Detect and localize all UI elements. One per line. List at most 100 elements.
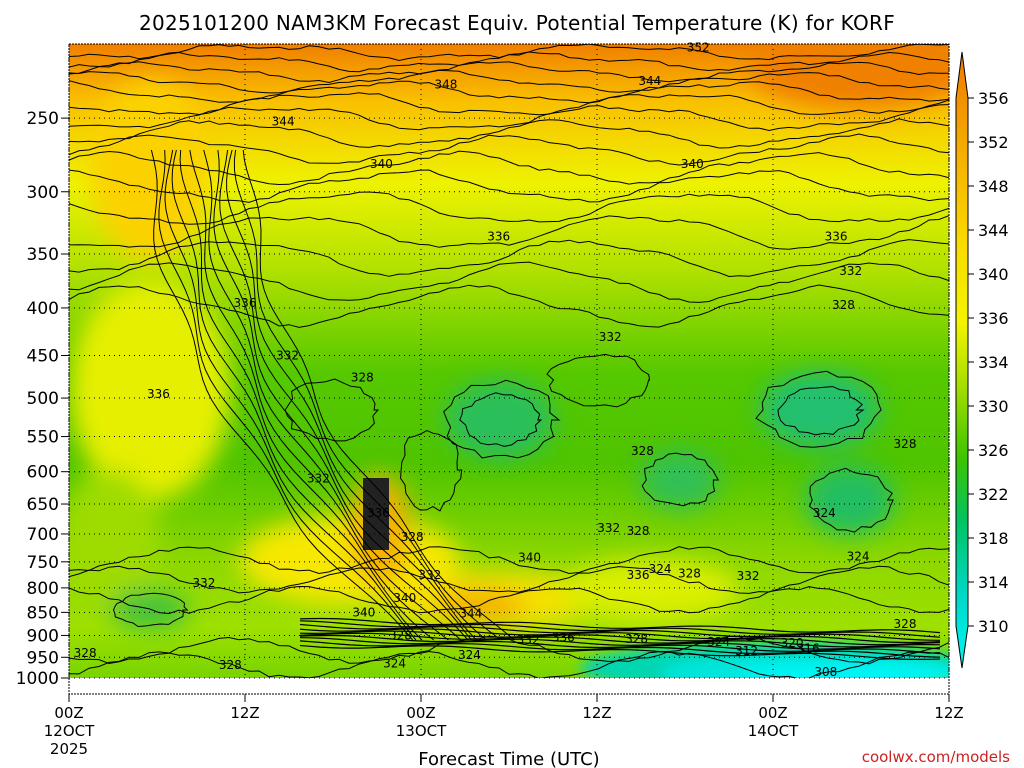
contour-label: 328 — [631, 444, 654, 458]
credit-text: coolwx.com/models — [862, 748, 1010, 766]
contour-label: 328 — [894, 437, 917, 451]
contour-label: 324 — [847, 549, 870, 563]
contour-label: 332 — [307, 471, 330, 485]
contour-line-inversion — [299, 634, 941, 650]
y-tick-label: 1000 — [16, 669, 59, 689]
y-tick-label: 350 — [27, 245, 59, 265]
y-tick-label: 300 — [27, 183, 59, 203]
contour-line-lower — [69, 635, 949, 665]
contour-label: 328 — [832, 298, 855, 312]
contour-line-upper — [69, 261, 949, 303]
x-tick-label: 12Z — [934, 704, 963, 722]
y-tick-label: 600 — [27, 463, 59, 483]
contour-line-inversion — [299, 640, 941, 658]
contour-label: 332 — [737, 569, 760, 583]
contour-label: 312 — [735, 644, 758, 658]
contour-loop — [112, 592, 189, 628]
contour-label: 344 — [638, 74, 661, 88]
contour-label: 332 — [418, 568, 441, 582]
contour-label: 328 — [401, 530, 424, 544]
contour-line-inversion — [299, 620, 941, 638]
y-tick-label: 500 — [27, 389, 59, 409]
contour-loop — [808, 467, 894, 533]
contour-loop — [641, 452, 720, 507]
contour-line-inversion — [299, 632, 941, 648]
contour-label: 332 — [597, 521, 620, 535]
contour-line-lower — [69, 585, 949, 615]
x-tick-date: 14OCT — [748, 722, 799, 740]
contour-label: 332 — [839, 264, 862, 278]
contour-label: 340 — [352, 605, 375, 619]
y-tick-label: 800 — [27, 579, 59, 599]
colorbar-tick-label: 344 — [978, 221, 1009, 240]
blob-mid-teal-2 — [760, 372, 880, 448]
colorbar-tick-label: 330 — [978, 397, 1009, 416]
contour-label: 324 — [649, 562, 672, 576]
contour-label: 348 — [434, 77, 457, 91]
x-tick-label: 12Z — [582, 704, 611, 722]
colorbar-tick-label: 356 — [978, 89, 1009, 108]
contour-label: 324 — [707, 635, 730, 649]
contour-line-inversion — [299, 644, 941, 660]
contour-label: 340 — [393, 591, 416, 605]
contour-label: 352 — [687, 41, 710, 55]
contour-label: 336 — [234, 296, 257, 310]
blob-left-mid-green — [69, 470, 160, 610]
contour-line-frontal — [171, 149, 435, 641]
colorbar-ticks: 356 352 348 344 340 336 334 330 326 322 318 314 310 — [968, 89, 1009, 636]
blob-low-teal — [110, 590, 190, 630]
contour-line-upper — [69, 118, 949, 149]
y-tick-label: 450 — [27, 347, 59, 367]
contour-label: 340 — [370, 157, 393, 171]
contour-line-inversion — [299, 630, 941, 646]
contour-label: 344 — [272, 114, 295, 128]
contour-label: 324 — [458, 648, 481, 662]
contour-line-upper — [69, 239, 949, 278]
contour-line-upper — [69, 133, 949, 166]
contour-loop — [755, 370, 882, 448]
contour-label: 336 — [367, 506, 390, 520]
colorbar-tick-label: 310 — [978, 617, 1009, 636]
contour-line-inversion — [299, 623, 941, 641]
x-tick-label: 12Z — [230, 704, 259, 722]
contour-label: 328 — [894, 617, 917, 631]
ground-surface — [69, 678, 949, 694]
contour-line-upper — [69, 215, 949, 250]
contour-label: 324 — [383, 657, 406, 671]
contour-loop — [284, 378, 379, 442]
contour-line-frontal — [150, 149, 413, 641]
y-tick-label: 850 — [27, 603, 59, 623]
blob-left-yellow — [70, 280, 230, 500]
contour-label: 336 — [825, 229, 848, 243]
contour-loop — [443, 379, 561, 459]
contour-line-upper — [69, 51, 949, 73]
x-axis-label: Forecast Time (UTC) — [418, 749, 599, 768]
contour-line-lower — [69, 546, 949, 575]
contour-label: 340 — [681, 157, 704, 171]
blob-right-lowlevel-yellow — [560, 560, 740, 620]
colorbar-tick-label: 336 — [978, 309, 1009, 328]
contour-line-frontal — [233, 149, 502, 641]
x-tick-date: 13OCT — [396, 722, 447, 740]
contour-label: 324 — [813, 506, 836, 520]
colorbar-tick-label: 352 — [978, 133, 1009, 152]
contour-loop — [400, 430, 463, 512]
contour-label: 336 — [552, 631, 575, 645]
y-tick-label: 550 — [27, 428, 59, 448]
x-tick-date: 12OCT — [44, 722, 95, 740]
contour-label: 332 — [276, 349, 299, 363]
y-tick-label: 400 — [27, 299, 59, 319]
colorbar-tick-label: 334 — [978, 353, 1009, 372]
y-tick-label: 250 — [27, 109, 59, 129]
contour-line-upper — [69, 80, 949, 104]
x-tick-label: 00Z — [54, 704, 83, 722]
colorbar: 356 352 348 344 340 336 334 330 326 322 318 314 310 — [955, 51, 1009, 669]
y-tick-label: 650 — [27, 495, 59, 515]
contour-label: 340 — [518, 550, 541, 564]
contour-line-frontal — [179, 149, 449, 641]
contour-line-upper — [69, 69, 949, 94]
contour-label: 328 — [389, 628, 412, 642]
